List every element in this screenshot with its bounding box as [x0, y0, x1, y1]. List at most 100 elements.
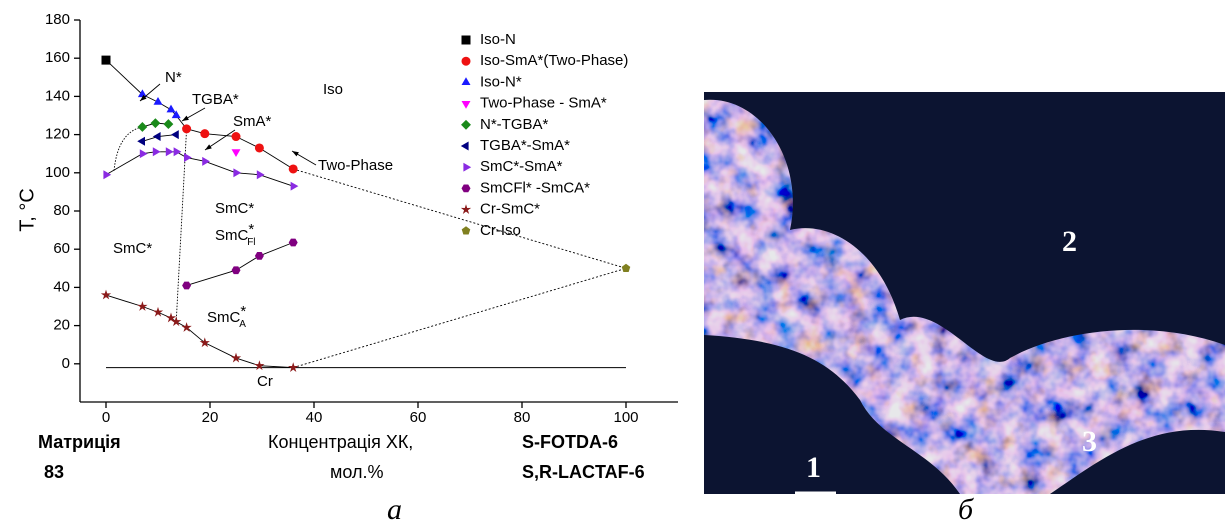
legend-label: Two-Phase - SmA*	[480, 95, 607, 112]
marker	[171, 130, 179, 140]
y-tick-label: 0	[62, 355, 70, 372]
series-line	[142, 94, 177, 116]
x-tick-label: 100	[613, 409, 638, 426]
y-tick-label: 100	[45, 164, 70, 181]
marker	[137, 89, 147, 98]
marker	[199, 337, 210, 348]
legend-label: Iso-N	[480, 31, 516, 48]
marker	[256, 170, 265, 180]
y-tick-label: 40	[53, 278, 70, 295]
right-end-label: S,R-LACTAF-6	[522, 462, 645, 482]
panel-label: a	[387, 493, 402, 526]
marker	[171, 316, 182, 327]
marker	[173, 147, 182, 157]
legend-label: Cr-Iso	[480, 222, 521, 239]
legend-label: SmCFl* -SmCA*	[480, 179, 590, 196]
marker	[184, 153, 192, 163]
marker	[137, 301, 148, 311]
arrow-head	[140, 94, 147, 101]
legend-marker	[461, 56, 471, 66]
legend-marker	[463, 162, 472, 172]
marker	[182, 281, 192, 290]
y-tick-label: 20	[53, 317, 70, 334]
legend-marker	[461, 226, 471, 235]
annotation: SmC*	[113, 240, 152, 257]
marker	[171, 110, 181, 119]
phase-boundary	[293, 168, 627, 269]
annotation-text: Two-Phase	[318, 157, 393, 174]
y-tick-label: 60	[53, 240, 70, 257]
marker	[165, 147, 174, 157]
marker	[137, 122, 148, 132]
legend-marker	[460, 204, 472, 214]
annotation: SmC*	[215, 200, 254, 217]
arrow-head	[182, 115, 189, 121]
annotation-text: SmC	[207, 309, 241, 326]
legend-marker	[460, 141, 469, 151]
photo: 1 2 3	[704, 92, 1225, 495]
marker	[182, 124, 192, 134]
annotation-text: Iso	[323, 81, 343, 98]
annotation: Two-Phase	[318, 157, 393, 174]
legend-marker	[461, 77, 471, 85]
y-tick-label: 180	[45, 11, 70, 28]
marker	[231, 149, 241, 157]
panel-label: б	[958, 493, 974, 526]
left-end-label: 83	[44, 462, 64, 482]
phase-boundary	[113, 126, 143, 171]
marker	[181, 322, 192, 332]
marker	[288, 362, 299, 372]
legend-label: Iso-SmA*(Two-Phase)	[480, 52, 628, 69]
annotation: SmC* A	[207, 303, 246, 330]
annotation: TGBA*	[192, 91, 239, 108]
marker	[231, 266, 241, 275]
marker	[621, 263, 631, 272]
marker	[230, 352, 242, 363]
annotation-sub: Fl	[247, 237, 255, 248]
annotation: N*	[165, 69, 182, 86]
x-tick-label: 40	[306, 409, 323, 426]
legend-marker	[461, 119, 471, 130]
marker	[152, 306, 164, 317]
legend-label: N*-TGBA*	[480, 116, 549, 133]
annotation-sup: *	[248, 221, 254, 238]
arrow-head	[205, 144, 212, 150]
series-line	[105, 294, 294, 369]
annotation-text: SmA*	[233, 113, 272, 130]
marker	[152, 132, 161, 141]
photo-label: 1	[806, 451, 821, 484]
phase-boundary	[293, 267, 627, 369]
x-tick-label: 80	[514, 409, 531, 426]
marker	[166, 104, 176, 113]
annotation-text: TGBA*	[192, 91, 239, 108]
x-tick-label: 60	[410, 409, 427, 426]
marker	[200, 129, 210, 139]
marker	[165, 312, 177, 323]
y-tick-label: 160	[45, 49, 70, 66]
marker	[290, 181, 299, 191]
legend-label: Iso-N*	[480, 73, 522, 90]
right-end-label: S-FOTDA-6	[522, 432, 618, 452]
annotation-text: SmC*	[113, 240, 152, 257]
legend-label: SmC*-SmA*	[480, 158, 563, 175]
annotation-sub: A	[239, 319, 246, 330]
legend-marker	[461, 184, 471, 193]
marker	[137, 136, 145, 146]
legend-marker	[461, 101, 471, 109]
legend-label: Cr-SmC*	[480, 201, 540, 218]
y-tick-label: 120	[45, 126, 70, 143]
marker	[254, 251, 264, 260]
annotation-sup: *	[240, 303, 246, 320]
arrow-head	[292, 151, 299, 157]
y-tick-label: 80	[53, 202, 70, 219]
x-axis-label: Концентрація ХК,	[268, 432, 413, 452]
annotation-text: N*	[165, 69, 182, 86]
marker	[202, 156, 210, 166]
phase-boundary	[175, 128, 188, 322]
legend-marker	[461, 35, 471, 45]
left-end-label: Матриція	[38, 432, 121, 452]
marker	[152, 147, 161, 157]
marker	[153, 96, 163, 105]
x-tick-label: 20	[202, 409, 219, 426]
